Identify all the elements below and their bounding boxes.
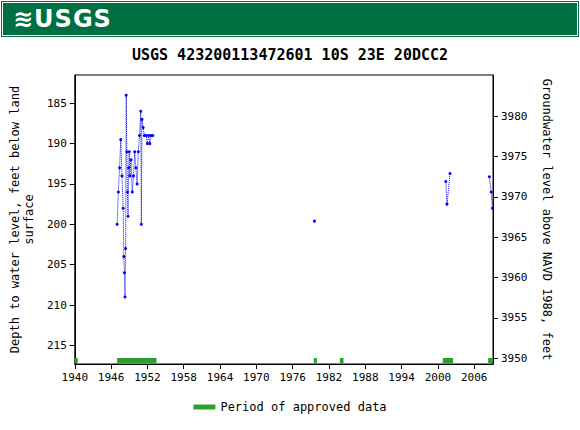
svg-text:1952: 1952	[134, 371, 161, 384]
svg-text:Period of approved data: Period of approved data	[220, 400, 386, 414]
svg-text:1976: 1976	[279, 371, 306, 384]
svg-text:1970: 1970	[243, 371, 270, 384]
svg-text:3960: 3960	[501, 271, 528, 284]
svg-text:1946: 1946	[98, 371, 125, 384]
svg-text:surface: surface	[22, 194, 36, 245]
svg-text:1964: 1964	[207, 371, 234, 384]
svg-text:3980: 3980	[501, 110, 528, 123]
svg-text:3955: 3955	[501, 311, 528, 324]
svg-text:190: 190	[47, 137, 67, 150]
svg-text:210: 210	[47, 299, 67, 312]
svg-text:2006: 2006	[461, 371, 488, 384]
svg-text:3975: 3975	[501, 150, 528, 163]
svg-text:3950: 3950	[501, 352, 528, 365]
svg-text:Depth to water level, feet bel: Depth to water level, feet below land	[8, 86, 22, 353]
svg-text:2000: 2000	[425, 371, 452, 384]
svg-text:3970: 3970	[501, 190, 528, 203]
svg-text:185: 185	[47, 97, 67, 110]
svg-text:1940: 1940	[62, 371, 89, 384]
svg-text:1988: 1988	[352, 371, 379, 384]
svg-text:195: 195	[47, 177, 67, 190]
svg-text:1958: 1958	[170, 371, 197, 384]
html-text:≋USGS: ≋USGS	[13, 5, 112, 33]
svg-text:205: 205	[47, 258, 67, 271]
svg-text:1994: 1994	[388, 371, 415, 384]
svg-text:3965: 3965	[501, 231, 528, 244]
svg-text:215: 215	[47, 339, 67, 352]
svg-text:200: 200	[47, 218, 67, 231]
svg-text:1982: 1982	[316, 371, 343, 384]
svg-text:Groundwater level above NAVD 1: Groundwater level above NAVD 1988, feet	[540, 79, 554, 361]
svg-text:USGS 423200113472601 10S 23E 2: USGS 423200113472601 10S 23E 20DCC2	[132, 46, 448, 64]
